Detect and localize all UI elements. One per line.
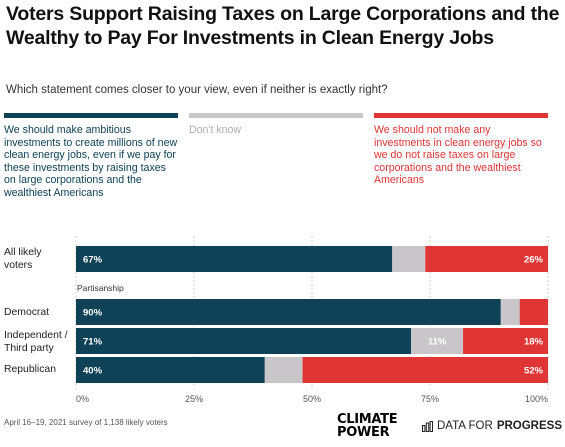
legend-item-support: We should make ambitious investments to … <box>4 113 178 200</box>
legend-swatch-oppose <box>374 113 548 118</box>
data-label: 40% <box>83 366 103 377</box>
bar-republican-series-3 <box>302 357 548 383</box>
bar-independent-third-party-series-2 <box>411 328 464 354</box>
legend-label-oppose: We should not make any investments in cl… <box>374 124 542 187</box>
legend-label-dont-know: Don't know <box>189 124 242 136</box>
bar-all-likely-voters-series-3 <box>425 246 548 272</box>
bar-democrat-series-3 <box>519 299 548 325</box>
chart-title: Voters Support Raising Taxes on Large Co… <box>6 3 560 49</box>
data-label: 11% <box>428 337 447 348</box>
x-tick-label: 50% <box>303 394 321 404</box>
data-label: 18% <box>524 337 544 348</box>
row-label-republican: Republican <box>4 364 56 375</box>
bar-independent-third-party-series-1 <box>76 328 412 354</box>
x-tick-label: 0% <box>76 394 89 404</box>
legend-swatch-support <box>4 113 178 118</box>
data-label: 26% <box>524 255 544 266</box>
legend-swatch-dont-know <box>189 113 363 118</box>
x-tick-label: 25% <box>185 394 203 404</box>
legend-label-support: We should make ambitious investments to … <box>4 124 178 199</box>
bar-republican-series-2 <box>264 357 303 383</box>
bar-all-likely-voters-series-1 <box>76 246 393 272</box>
data-label: 52% <box>524 366 544 377</box>
data-label: 67% <box>83 255 103 266</box>
bar-independent-third-party-series-3 <box>463 328 548 354</box>
legend-item-oppose: We should not make any investments in cl… <box>374 113 548 187</box>
bar-republican-series-1 <box>76 357 265 383</box>
bar-democrat-series-1 <box>76 299 501 325</box>
chart-subtitle: Which statement comes closer to your vie… <box>6 84 388 96</box>
bar-democrat-series-2 <box>500 299 520 325</box>
legend-item-dont-know: Don't know <box>189 113 363 137</box>
group-label-partisanship: Partisanship <box>77 283 124 293</box>
data-label: 90% <box>83 308 103 319</box>
bar-chart-icon <box>422 420 433 432</box>
climate-power-logo: CLIMATE POWER <box>337 412 398 440</box>
footnote: April 16–19, 2021 survey of 1,138 likely… <box>4 418 168 427</box>
row-label-democrat: Democrat <box>4 307 50 318</box>
x-tick-label: 75% <box>421 394 439 404</box>
bar-all-likely-voters-series-2 <box>392 246 426 272</box>
row-label-independent: Independent / Third party <box>4 330 68 354</box>
data-for-progress-logo: DATA FOR PROGRESS <box>422 420 562 432</box>
data-label: 71% <box>83 337 103 348</box>
row-label-all-likely-voters: All likely voters <box>4 247 42 271</box>
x-tick-label: 100% <box>525 394 548 404</box>
